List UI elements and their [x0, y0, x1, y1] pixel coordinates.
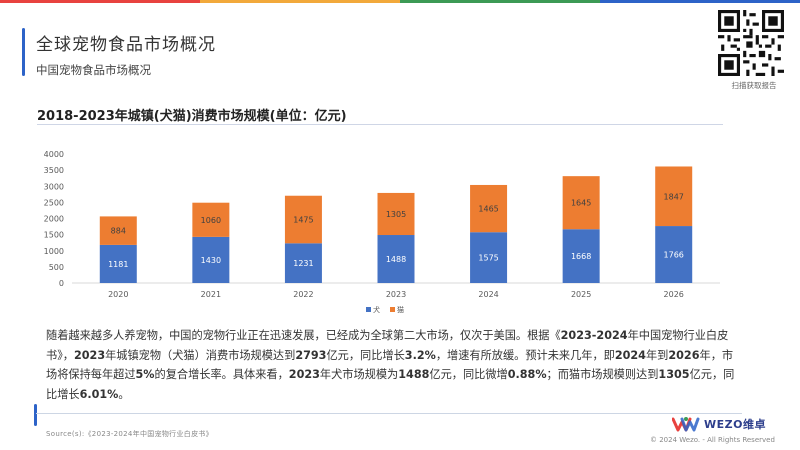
- y-tick-label: 0: [59, 279, 64, 288]
- bar-segment-cat: [562, 176, 600, 230]
- source-note: Source(s):《2023-2024年中国宠物行业白皮书》: [46, 430, 213, 438]
- bar-segment-cat: [470, 184, 508, 233]
- bar-segment-dog: [562, 229, 600, 283]
- body-text: 年，市场将保持每年超过: [46, 348, 734, 382]
- body-highlight: 2023: [288, 368, 320, 381]
- data-label: 1231: [293, 259, 313, 268]
- x-tick-label: 2023: [386, 290, 406, 299]
- body-text: 随着越来越多人养宠物，中国的宠物行业正在迅速发展，已经成为全球第二大市场，仅次于…: [46, 329, 561, 342]
- footer-rule: [36, 413, 742, 414]
- body-highlight: 1488: [398, 368, 430, 381]
- body-text: 年中国宠物行业白皮书》，: [46, 329, 729, 362]
- body-text: 年城镇宠物（犬猫）消费市场规模达到: [105, 348, 296, 362]
- stacked-bar-chart: 0 500 1000 1500 2000 2500 3000 3500 4000 1181 884 2…: [44, 150, 720, 314]
- wezo-logo[interactable]: WEZO维卓: [672, 415, 766, 433]
- legend-label: 猫: [397, 305, 404, 314]
- copyright: © 2024 Wezo. - All Rights Reserved: [650, 436, 775, 444]
- body-highlight: 0.88%: [507, 368, 547, 381]
- legend-label: 犬: [373, 305, 380, 314]
- body-text: 亿元，同比增长: [326, 348, 405, 362]
- bar-segment-dog: [192, 236, 230, 283]
- bar-segment-cat: [192, 202, 230, 237]
- bar-segment-cat: [377, 192, 415, 236]
- body-text: 的复合增长率。具体来看，: [154, 368, 289, 381]
- body-text: 年犬市场规模为: [319, 368, 399, 381]
- body-highlight: 1305: [658, 368, 690, 381]
- body-text: ，增速有所放缓。预计未来几年，即: [435, 348, 615, 362]
- data-label: 884: [111, 227, 126, 236]
- body-highlight: 2026: [668, 348, 700, 362]
- chart-title-rule: [37, 124, 723, 125]
- bar-segment-cat: [99, 216, 137, 245]
- body-highlight: 2024: [614, 348, 646, 362]
- y-tick-label: 1000: [44, 247, 64, 256]
- body-highlight: 5%: [135, 368, 155, 381]
- body-highlight: 6.01%: [79, 387, 119, 401]
- wezo-logo-icon: [672, 417, 700, 432]
- x-tick-label: 2024: [478, 290, 498, 299]
- page-subtitle: 中国宠物食品市场概况: [36, 63, 151, 77]
- legend-swatch: [390, 307, 395, 312]
- top-color-bar: [0, 0, 800, 3]
- data-label: 1766: [664, 251, 684, 260]
- body-text: 亿元，同比微增: [429, 368, 508, 381]
- y-tick-label: 2500: [44, 198, 64, 207]
- body-highlight: 2023: [73, 348, 106, 362]
- qr-code-icon[interactable]: [718, 10, 784, 76]
- x-tick-label: 2025: [571, 290, 591, 299]
- bar-segment-dog: [284, 243, 322, 283]
- bar-segment-dog: [470, 232, 508, 283]
- body-highlight: 3.2%: [404, 348, 436, 362]
- page-title: 全球宠物食品市场概况: [36, 35, 216, 55]
- data-label: 1488: [386, 255, 406, 264]
- data-label: 1465: [478, 205, 498, 214]
- bar-segment-cat: [655, 166, 693, 227]
- y-tick-label: 2000: [44, 215, 64, 224]
- body-text: 亿元，同比增长: [46, 368, 735, 401]
- legend-swatch: [366, 307, 371, 312]
- x-tick-label: 2026: [664, 290, 684, 299]
- y-tick-label: 3500: [44, 166, 64, 175]
- y-tick-label: 4000: [44, 150, 64, 159]
- qr-caption: 扫描获取报告: [731, 81, 777, 90]
- y-tick-label: 3000: [44, 182, 64, 191]
- data-label: 1645: [571, 199, 591, 208]
- bar-segment-dog: [655, 226, 693, 283]
- body-text: 年到: [645, 348, 669, 362]
- footer-accent-bar: [34, 404, 37, 426]
- bar-segment-cat: [284, 195, 322, 244]
- data-label: 1181: [108, 260, 128, 269]
- logo-text: WEZO维卓: [704, 418, 766, 431]
- body-text: 。: [118, 387, 130, 401]
- body-text: ；而猫市场规模则达到: [546, 368, 659, 381]
- data-label: 1475: [293, 216, 313, 225]
- chart-title: 2018-2023年城镇(犬猫)消费市场规模(单位：亿元): [37, 109, 347, 124]
- x-tick-label: 2022: [293, 290, 313, 299]
- body-highlight: 2793: [295, 348, 327, 362]
- data-label: 1060: [201, 216, 221, 225]
- bar-segment-dog: [99, 244, 137, 283]
- title-accent-bar: [22, 28, 25, 76]
- x-tick-label: 2021: [201, 290, 221, 299]
- data-label: 1668: [571, 252, 591, 261]
- data-label: 1575: [478, 254, 498, 263]
- data-label: 1430: [201, 256, 221, 265]
- x-tick-label: 2020: [108, 290, 128, 299]
- y-tick-label: 500: [49, 263, 64, 272]
- body-highlight: 2023-2024: [560, 329, 628, 342]
- y-tick-label: 1500: [44, 231, 64, 240]
- data-label: 1847: [664, 192, 684, 201]
- data-label: 1305: [386, 210, 406, 219]
- bar-segment-dog: [377, 235, 415, 283]
- body-paragraph: 随着越来越多人养宠物，中国的宠物行业正在迅速发展，已经成为全球第二大市场，仅次于…: [46, 326, 736, 404]
